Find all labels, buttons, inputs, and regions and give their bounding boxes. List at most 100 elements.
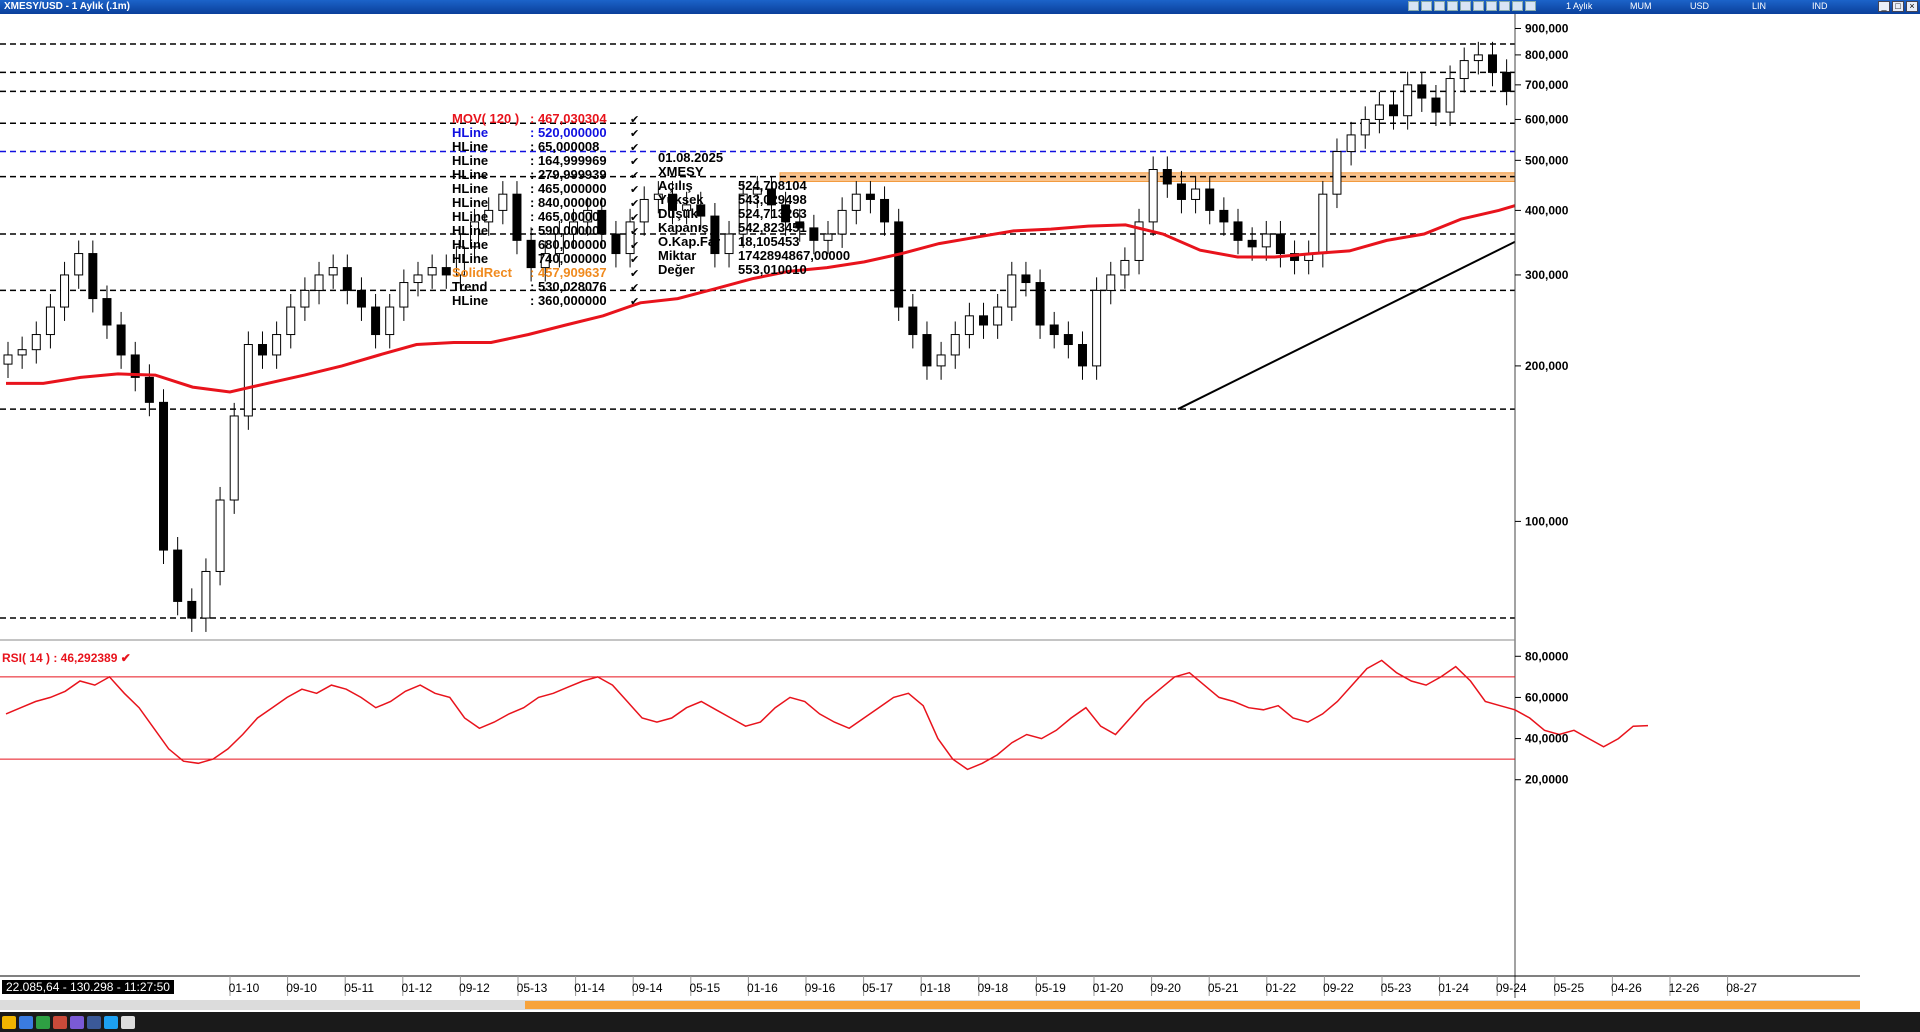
scale-selector[interactable]: LIN: [1752, 1, 1767, 11]
candle-body: [1318, 193, 1328, 255]
candle-body: [3, 354, 13, 365]
legend-value: : 467,030304: [530, 111, 607, 126]
close-icon[interactable]: ×: [1906, 1, 1918, 12]
x-tick-label: 09-16: [805, 981, 836, 995]
x-tick-label: 01-18: [920, 981, 951, 995]
legend-name: HLine: [452, 209, 488, 224]
candle-body: [526, 239, 536, 269]
legend-name: HLine: [452, 293, 488, 308]
info-symbol: XMESY: [658, 164, 704, 179]
settings-icon[interactable]: [121, 1016, 135, 1029]
minimize-icon[interactable]: _: [1878, 1, 1890, 12]
text-icon[interactable]: [1512, 1, 1523, 11]
candle-body: [1473, 54, 1483, 62]
candle-body: [781, 204, 791, 223]
twitter-icon[interactable]: [104, 1016, 118, 1029]
cursor-icon[interactable]: [1447, 1, 1458, 11]
candle-body: [597, 209, 607, 235]
candle-body: [441, 267, 451, 276]
candle-body: [1431, 97, 1441, 113]
arrow-icon[interactable]: [1525, 1, 1536, 11]
maximize-icon[interactable]: □: [1892, 1, 1904, 12]
news-icon[interactable]: [53, 1016, 67, 1029]
rect-icon[interactable]: [1499, 1, 1510, 11]
candle-body: [1403, 84, 1413, 117]
legend-value: : 279,999939: [530, 167, 607, 182]
price-tick-label: 400,000: [1525, 203, 1569, 217]
x-tick-label: 01-24: [1438, 981, 1469, 995]
candle-body: [1346, 134, 1356, 153]
undo-icon[interactable]: [1408, 1, 1419, 11]
trend-line-icon[interactable]: [1460, 1, 1471, 11]
candle-body: [1459, 60, 1469, 80]
candle-body: [880, 198, 890, 223]
redo-icon[interactable]: [1421, 1, 1432, 11]
x-tick-label: 09-14: [632, 981, 663, 995]
x-tick-label: 01-10: [229, 981, 260, 995]
x-tick-label: 05-23: [1381, 981, 1412, 995]
taskbar: [0, 1012, 1920, 1032]
folder-icon[interactable]: [2, 1016, 16, 1029]
candle-body: [795, 221, 805, 229]
candle-body: [286, 306, 296, 336]
candle-body: [427, 267, 437, 276]
info-value: 543,029498: [738, 192, 807, 207]
x-tick-label: 01-20: [1093, 981, 1124, 995]
candle-body: [1502, 71, 1512, 92]
fib-icon[interactable]: [1486, 1, 1497, 11]
currency-selector[interactable]: USD: [1690, 1, 1710, 11]
legend-name: HLine: [452, 181, 488, 196]
legend-check: ✔: [630, 212, 639, 224]
candle-body: [1176, 183, 1186, 200]
candle-body: [173, 549, 183, 602]
alarm-icon[interactable]: [70, 1016, 84, 1029]
x-tick-label: 09-24: [1496, 981, 1527, 995]
legend-value: : 680,000000: [530, 237, 607, 252]
indicator-selector[interactable]: IND: [1812, 1, 1828, 11]
x-tick-label: 05-11: [344, 981, 374, 995]
price-tick-label: 700,000: [1525, 78, 1569, 92]
legend-check: ✔: [630, 128, 639, 140]
zoom-icon[interactable]: [1434, 1, 1445, 11]
horizontal-scrollbar[interactable]: [0, 1000, 1860, 1010]
candle-body: [823, 233, 833, 241]
info-label: O.Kap.Far: [658, 234, 720, 249]
horizontal-line-icon[interactable]: [1473, 1, 1484, 11]
candle-body: [1063, 334, 1073, 346]
candle-body: [894, 221, 904, 308]
legend-check: ✔: [630, 254, 639, 266]
legend-value: : 457,909637: [530, 265, 607, 280]
period-selector[interactable]: 1 Aylık: [1566, 1, 1593, 11]
table-icon[interactable]: [36, 1016, 50, 1029]
candle-body: [639, 198, 649, 223]
x-tick-label: 05-25: [1553, 981, 1584, 995]
rsi-tick-label: 80,0000: [1525, 649, 1569, 663]
info-label: Açılış: [658, 178, 693, 193]
legend-value: : 840,000000: [530, 195, 607, 210]
info-value: 18,105453: [738, 234, 799, 249]
legend-name: HLine: [452, 139, 488, 154]
x-tick-label: 01-16: [747, 981, 778, 995]
price-tick-label: 500,000: [1525, 153, 1569, 167]
candle-body: [74, 253, 84, 276]
candle-body: [130, 354, 140, 378]
rsi-tick-label: 20,0000: [1525, 773, 1569, 787]
candle-body: [399, 282, 409, 308]
candle-body: [809, 227, 819, 241]
chart-style-selector[interactable]: MUM: [1630, 1, 1652, 11]
x-tick-label: 05-19: [1035, 981, 1066, 995]
candle-body: [583, 209, 593, 223]
candle-body: [1162, 169, 1172, 185]
candle-body: [31, 334, 41, 351]
facebook-icon[interactable]: [87, 1016, 101, 1029]
taskbar-icons: [2, 1016, 135, 1029]
candle-body: [1106, 274, 1116, 291]
chart-icon[interactable]: [19, 1016, 33, 1029]
candle-body: [413, 274, 423, 284]
scroll-thumb[interactable]: [525, 1001, 1860, 1009]
candle-body: [922, 334, 932, 367]
legend-check: ✔: [630, 296, 639, 308]
legend-check: ✔: [630, 170, 639, 182]
candle-body: [682, 204, 692, 211]
